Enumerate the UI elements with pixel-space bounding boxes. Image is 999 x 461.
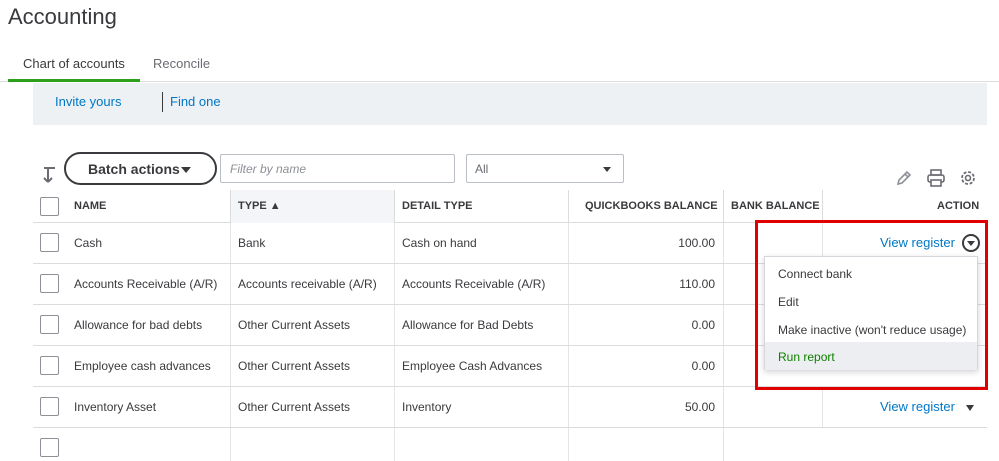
menu-item-edit[interactable]: Edit [778,295,799,309]
table-row: Allowance for bad debts Other Current As… [33,305,987,346]
gear-icon[interactable] [958,168,978,188]
table-row: Inventory Asset Other Current Assets Inv… [33,387,987,428]
header-detail-type[interactable]: DETAIL TYPE [402,200,473,212]
account-detail-type: Accounts Receivable (A/R) [402,277,546,291]
quickbooks-balance: 50.00 [684,400,715,414]
print-icon[interactable] [926,168,946,188]
tab-reconcile[interactable]: Reconcile [153,56,211,71]
table-row-partial [33,428,987,461]
pencil-icon[interactable] [894,168,914,188]
table-row: Accounts Receivable (A/R) Accounts recei… [33,264,987,305]
column-divider [394,190,395,223]
view-register-link[interactable]: View register [880,399,955,414]
select-all-checkbox[interactable] [40,197,59,216]
batch-actions-button[interactable]: Batch actions [64,152,217,185]
page-title: Accounting [8,4,117,29]
header-action: ACTION [937,200,980,212]
header-type[interactable]: TYPE ▲ [238,200,281,212]
view-register-link[interactable]: View register [880,235,955,250]
row-checkbox[interactable] [40,233,59,252]
account-name: Cash [74,236,103,250]
batch-actions-label: Batch actions [88,160,180,177]
account-detail-type: Employee Cash Advances [402,359,543,373]
menu-item-run-report[interactable]: Run report [765,342,977,370]
account-detail-type: Inventory [402,400,452,414]
quickbooks-balance: 110.00 [679,277,715,291]
table-row: Cash Bank Cash on hand 100.00 View regis… [33,223,987,264]
header-quickbooks-balance[interactable]: QUICKBOOKS BALANCE [585,200,718,212]
sorted-column-background [230,190,394,223]
quickbooks-balance: 0.00 [691,318,715,332]
menu-item-connect-bank[interactable]: Connect bank [778,267,853,281]
find-one-link[interactable]: Find one [170,94,221,109]
quickbooks-balance: 0.00 [691,359,715,373]
chevron-down-icon [603,167,611,172]
account-detail-type: Allowance for Bad Debts [402,318,534,332]
sort-down-arrow-icon[interactable] [41,166,59,186]
header-name[interactable]: NAME [74,200,107,212]
menu-item-make-inactive[interactable]: Make inactive (won't reduce usage) [778,323,967,337]
account-name: Accounts Receivable (A/R) [74,277,218,291]
account-type: Other Current Assets [238,318,351,332]
table-row: Employee cash advances Other Current Ass… [33,346,987,387]
row-checkbox[interactable] [40,356,59,375]
account-name: Employee cash advances [74,359,211,373]
row-action-menu: Connect bank Edit Make inactive (won't r… [764,256,978,370]
chevron-down-icon[interactable] [966,405,974,411]
quickbooks-balance: 100.00 [678,236,715,250]
info-banner: Invite yours Find one [33,83,987,125]
header-bank-balance[interactable]: BANK BALANCE [731,200,820,212]
invite-yours-link[interactable]: Invite yours [55,94,122,109]
row-checkbox[interactable] [40,397,59,416]
account-type: Other Current Assets [238,400,351,414]
account-filter-value: All [475,162,489,176]
filter-by-name-input[interactable] [220,154,455,183]
account-type: Other Current Assets [238,359,351,373]
row-checkbox[interactable] [40,438,59,457]
account-type: Accounts receivable (A/R) [238,277,377,291]
column-divider [568,190,569,223]
column-divider [822,190,823,223]
account-name: Inventory Asset [74,400,157,414]
tab-bar: Chart of accounts Reconcile [0,48,999,82]
chevron-down-icon[interactable] [962,234,980,252]
column-divider [723,190,724,223]
row-checkbox[interactable] [40,274,59,293]
account-name: Allowance for bad debts [74,318,203,332]
table-header: NAME TYPE ▲ DETAIL TYPE QUICKBOOKS BALAN… [33,190,987,223]
chevron-down-icon [181,167,191,173]
account-detail-type: Cash on hand [402,236,477,250]
banner-divider [162,92,163,112]
tab-chart-of-accounts[interactable]: Chart of accounts [8,56,140,82]
account-type: Bank [238,236,266,250]
column-divider [230,190,231,223]
account-filter-select[interactable]: All [466,154,624,183]
row-checkbox[interactable] [40,315,59,334]
